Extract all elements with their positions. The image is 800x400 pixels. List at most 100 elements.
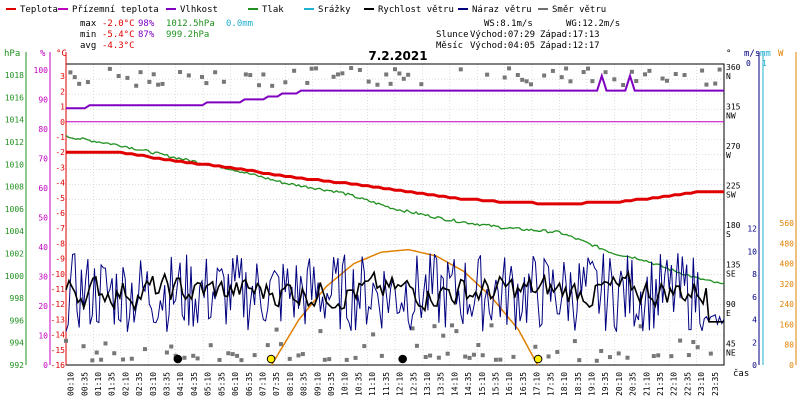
wind-direction-point [182, 355, 187, 360]
stat-value: -4.3°C [102, 41, 135, 51]
wind-direction-point [634, 79, 639, 84]
x-tick: 12:10 [396, 372, 405, 396]
x-axis: 00:10 00:35 01:10 01:35 02:10 02:35 03:10 03:35… [67, 368, 750, 396]
degc-tick: 3 [60, 72, 65, 81]
wind-direction-point [379, 353, 384, 358]
wind-direction-point [458, 67, 463, 72]
wind-direction-point [186, 73, 191, 78]
wind-direction-point [581, 70, 586, 75]
wind-direction-point [195, 356, 200, 361]
dir-tick-deg: 225 [726, 182, 741, 191]
degc-tick: 2 [60, 87, 65, 96]
wind-direction-point [213, 70, 218, 75]
wind-direction-point [568, 79, 573, 84]
wind-direction-point [717, 67, 722, 72]
wind-direction-point [85, 80, 90, 85]
wind-direction-point [406, 72, 411, 77]
dir-tick-name: E [726, 309, 731, 318]
wind-direction-point [647, 68, 652, 73]
wind-direction-point [397, 71, 402, 76]
degc-unit: °C [56, 49, 67, 59]
pct-unit: % [40, 49, 46, 59]
x-tick: 06:10 [231, 372, 240, 396]
ms-top: 0 [746, 59, 751, 68]
wind-direction-point [156, 82, 161, 87]
wind-direction-point [643, 72, 648, 77]
degc-tick: -5 [55, 194, 65, 203]
w-tick: 160 [780, 320, 795, 329]
ms-tick: 6 [752, 293, 757, 302]
moonset-marker [398, 354, 407, 364]
dir-tick-deg: 45 [726, 340, 736, 349]
dir-tick-deg: 135 [726, 261, 741, 270]
x-tick: 19:10 [587, 372, 596, 396]
x-tick: 06:35 [245, 372, 254, 396]
wind-direction-point [64, 338, 68, 343]
wind-direction-point [445, 351, 450, 356]
legend-label: Náraz větru [472, 5, 532, 15]
wind-direction-point [564, 66, 569, 71]
wind-direction-point [147, 79, 152, 84]
wind-direction-point [546, 354, 551, 359]
legend: Teplota Přízemní teplota Vlhkost Tlak Srážky… [6, 5, 606, 15]
wind-direction-point [112, 351, 117, 356]
x-tick: 18:10 [560, 372, 569, 396]
hpa-tick: 1012 [5, 138, 24, 147]
x-tick: 21:10 [642, 372, 651, 396]
dir-tick-name: SE [726, 270, 736, 279]
degc-tick: -9 [55, 255, 65, 264]
x-tick: 08:35 [300, 372, 309, 396]
w-tick: 480 [780, 239, 795, 248]
wind-direction-point [248, 73, 253, 78]
wind-direction-point [208, 343, 213, 348]
wind-direction-point [542, 73, 547, 78]
wind-direction-point [673, 72, 678, 77]
wind-direction-point [489, 323, 494, 328]
x-tick: 16:35 [519, 372, 528, 396]
wind-direction-point [116, 73, 121, 78]
wind-direction-point [502, 75, 507, 80]
wind-direction-point [471, 352, 476, 357]
wind-direction-point [344, 357, 349, 362]
degc-tick: -12 [51, 300, 66, 309]
x-tick: 10:35 [354, 372, 363, 396]
wind-direction-point [629, 69, 634, 74]
x-tick: 14:10 [450, 372, 459, 396]
wind-direction-point [204, 81, 209, 86]
wind-direction-point [314, 66, 319, 71]
wind-direction-point [423, 355, 428, 360]
wind-direction-point [572, 339, 577, 344]
wind-direction-point [353, 355, 358, 360]
wind-direction-point [261, 72, 266, 77]
humidity-line [66, 72, 724, 110]
wind-direction-point [309, 66, 314, 71]
stat-value: WG:12.2m/s [566, 19, 620, 29]
degc-tick: -16 [51, 361, 66, 370]
wind-direction-point [384, 72, 389, 77]
x-tick: 11:35 [382, 372, 391, 396]
wind-direction-point [94, 350, 99, 355]
ms-tick: 10 [747, 247, 757, 256]
temperature-line [66, 150, 724, 206]
wind-direction-point [68, 70, 73, 75]
degc-tick: -10 [51, 270, 66, 279]
wind-direction-point [335, 72, 340, 77]
pct-tick: 40 [38, 243, 48, 252]
wind-direction-point [252, 353, 257, 358]
wind-direction-point [555, 349, 560, 354]
ms-unit: m/s [744, 49, 760, 59]
degc-tick: -1 [55, 133, 65, 142]
wind-direction-point [239, 358, 244, 363]
wind-direction-point [695, 345, 700, 350]
wind-direction-point [559, 75, 564, 80]
mm-unit: mm [760, 49, 771, 59]
hpa-tick: 998 [10, 294, 25, 303]
wind-direction-point [419, 82, 424, 87]
ms-tick: 2 [752, 338, 757, 347]
x-tick: 18:35 [574, 372, 583, 396]
x-tick: 03:35 [163, 372, 172, 396]
degc-tick: -13 [51, 315, 66, 324]
wind-direction-point [708, 351, 713, 356]
wind-direction-point [331, 74, 336, 79]
wind-direction-point [322, 357, 327, 362]
